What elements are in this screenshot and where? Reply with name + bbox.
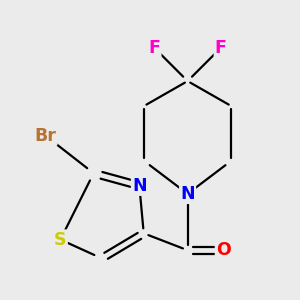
Text: N: N xyxy=(180,185,195,203)
Text: N: N xyxy=(132,177,147,195)
Text: F: F xyxy=(215,39,227,57)
Text: O: O xyxy=(216,241,231,259)
Text: F: F xyxy=(148,39,160,57)
Text: Br: Br xyxy=(34,127,56,145)
Text: S: S xyxy=(54,231,67,249)
